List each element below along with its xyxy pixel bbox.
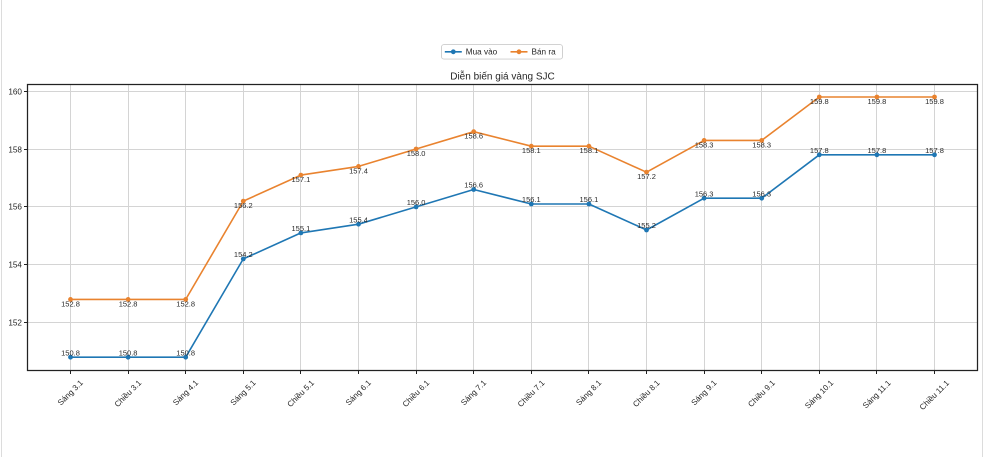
- svg-text:Bán ra: Bán ra: [532, 48, 557, 57]
- svg-text:158: 158: [8, 145, 22, 154]
- svg-text:152.8: 152.8: [119, 299, 138, 308]
- svg-text:157.8: 157.8: [868, 146, 887, 155]
- svg-text:150.8: 150.8: [119, 348, 138, 357]
- svg-text:150.8: 150.8: [176, 348, 195, 357]
- svg-text:156: 156: [8, 202, 22, 211]
- svg-text:158.0: 158.0: [407, 149, 426, 158]
- svg-text:154: 154: [8, 260, 22, 269]
- svg-text:150.8: 150.8: [61, 348, 80, 357]
- svg-text:157.8: 157.8: [810, 146, 829, 155]
- svg-text:155.1: 155.1: [292, 224, 311, 233]
- svg-text:158.1: 158.1: [580, 146, 599, 155]
- svg-text:160: 160: [8, 87, 22, 96]
- svg-text:155.4: 155.4: [349, 215, 368, 224]
- svg-text:Diễn biến giá vàng SJC: Diễn biến giá vàng SJC: [450, 69, 555, 82]
- svg-text:158.3: 158.3: [695, 140, 714, 149]
- svg-text:156.0: 156.0: [407, 198, 426, 207]
- svg-text:156.1: 156.1: [522, 195, 541, 204]
- svg-text:159.8: 159.8: [868, 97, 887, 106]
- svg-text:154.2: 154.2: [234, 250, 253, 259]
- svg-text:156.1: 156.1: [580, 195, 599, 204]
- svg-text:158.6: 158.6: [464, 132, 483, 141]
- svg-text:156.6: 156.6: [464, 181, 483, 190]
- svg-text:157.1: 157.1: [292, 175, 311, 184]
- svg-text:156.3: 156.3: [695, 189, 714, 198]
- svg-text:Mua vào: Mua vào: [466, 48, 498, 57]
- svg-text:152.8: 152.8: [61, 299, 80, 308]
- svg-text:152.8: 152.8: [176, 299, 195, 308]
- svg-text:156.2: 156.2: [234, 201, 253, 210]
- svg-text:159.8: 159.8: [925, 97, 944, 106]
- svg-text:156.3: 156.3: [752, 189, 771, 198]
- svg-text:158.1: 158.1: [522, 146, 541, 155]
- svg-text:159.8: 159.8: [810, 97, 829, 106]
- svg-text:158.3: 158.3: [752, 140, 771, 149]
- svg-text:155.2: 155.2: [637, 221, 656, 230]
- svg-text:157.4: 157.4: [349, 166, 368, 175]
- svg-text:152: 152: [8, 318, 22, 327]
- svg-text:157.2: 157.2: [637, 172, 656, 181]
- svg-text:157.8: 157.8: [925, 146, 944, 155]
